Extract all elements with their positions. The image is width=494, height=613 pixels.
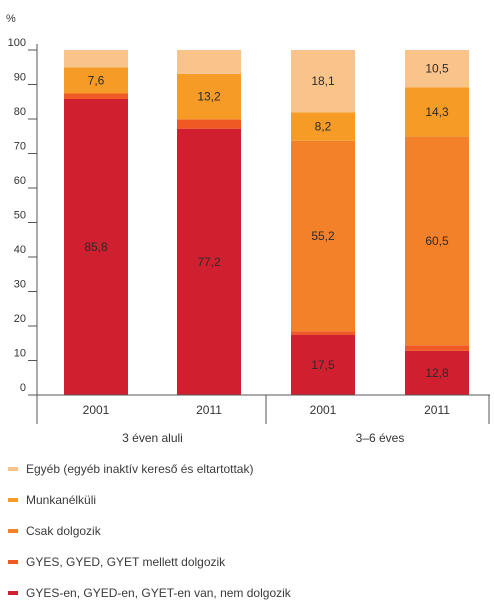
legend-swatch — [8, 560, 18, 564]
y-tick-label: 20 — [14, 313, 26, 325]
y-tick-label: 0 — [20, 382, 26, 394]
bar-segment — [64, 93, 128, 99]
bar-segment — [291, 112, 355, 141]
data-label: 10,5 — [425, 62, 449, 76]
bar-segment — [405, 136, 469, 346]
y-tick-label: 80 — [14, 106, 26, 118]
data-label: 77,2 — [197, 255, 221, 269]
legend-item: Egyéb (egyéb inaktív kereső és eltartott… — [8, 458, 291, 480]
data-label: 12,8 — [425, 366, 449, 380]
legend-item: GYES-en, GYED-en, GYET-en van, nem dolgo… — [8, 582, 291, 604]
data-label: 55,2 — [311, 229, 335, 243]
y-tick-label: 60 — [14, 175, 26, 187]
legend-item: GYES, GYED, GYET mellett dolgozik — [8, 551, 291, 573]
bar-segment — [64, 98, 128, 396]
x-tick-label: 2011 — [424, 403, 450, 417]
bar-segment — [291, 140, 355, 332]
x-tick-label: 2001 — [83, 403, 110, 417]
data-label: 8,2 — [315, 120, 332, 134]
bar-segment — [291, 50, 355, 113]
x-tick-label: 2001 — [310, 403, 337, 417]
bar-segment — [405, 87, 469, 137]
legend-swatch — [8, 591, 18, 595]
bar-segment — [291, 334, 355, 395]
legend-swatch — [8, 467, 18, 471]
y-tick-label: 30 — [14, 279, 26, 291]
stacked-bar-chart: % 0 10 20 30 40 50 60 70 80 90 100 85,8 7,6 77,2 13,2… — [6, 13, 490, 445]
bar-segment — [405, 350, 469, 395]
legend-item: Munkanélküli — [8, 489, 291, 511]
y-tick-label: 10 — [14, 348, 26, 360]
bar-segment — [405, 345, 469, 351]
data-label: 18,1 — [311, 74, 335, 88]
x-tick-label: 2011 — [196, 403, 222, 417]
legend-swatch — [8, 529, 18, 533]
bar-segment — [64, 67, 128, 94]
legend-label: Egyéb (egyéb inaktív kereső és eltartott… — [26, 462, 254, 476]
bar-segment — [177, 119, 241, 129]
bar-segment — [291, 331, 355, 335]
y-axis: 0 10 20 30 40 50 60 70 80 90 100 — [8, 37, 38, 396]
data-label: 17,5 — [311, 358, 335, 372]
y-tick-label: 70 — [14, 141, 26, 153]
x-axis: 2001 2011 2001 2011 3 éven aluli 3–6 éves — [36, 394, 490, 445]
y-tick-label: 40 — [14, 244, 26, 256]
x-group-label: 3 éven aluli — [122, 431, 183, 445]
y-tick-label: 90 — [14, 72, 26, 84]
y-axis-label: % — [6, 13, 16, 25]
data-label: 60,5 — [425, 234, 449, 248]
legend-item: Csak dolgozik — [8, 520, 291, 542]
data-label: 13,2 — [197, 90, 221, 104]
x-group-label: 3–6 éves — [356, 431, 405, 445]
bars: 85,8 7,6 77,2 13,2 17,5 55,2 8,2 18,1 12,8 60,5 14… — [64, 50, 469, 396]
data-label: 7,6 — [88, 73, 105, 87]
bar-segment — [177, 73, 241, 120]
legend-swatch — [8, 498, 18, 502]
y-tick-label: 100 — [8, 37, 26, 49]
legend-label: GYES-en, GYED-en, GYET-en van, nem dolgo… — [26, 586, 291, 600]
legend-label: GYES, GYED, GYET mellett dolgozik — [26, 555, 226, 569]
legend-label: Munkanélküli — [26, 493, 97, 507]
bar-segment — [405, 50, 469, 88]
y-tick-label: 50 — [14, 210, 26, 222]
bar-segment — [64, 50, 128, 68]
bar-segment — [177, 50, 241, 74]
bar-segment — [177, 128, 241, 395]
legend-label: Csak dolgozik — [26, 524, 101, 538]
data-label: 85,8 — [84, 240, 108, 254]
data-label: 14,3 — [425, 105, 449, 119]
